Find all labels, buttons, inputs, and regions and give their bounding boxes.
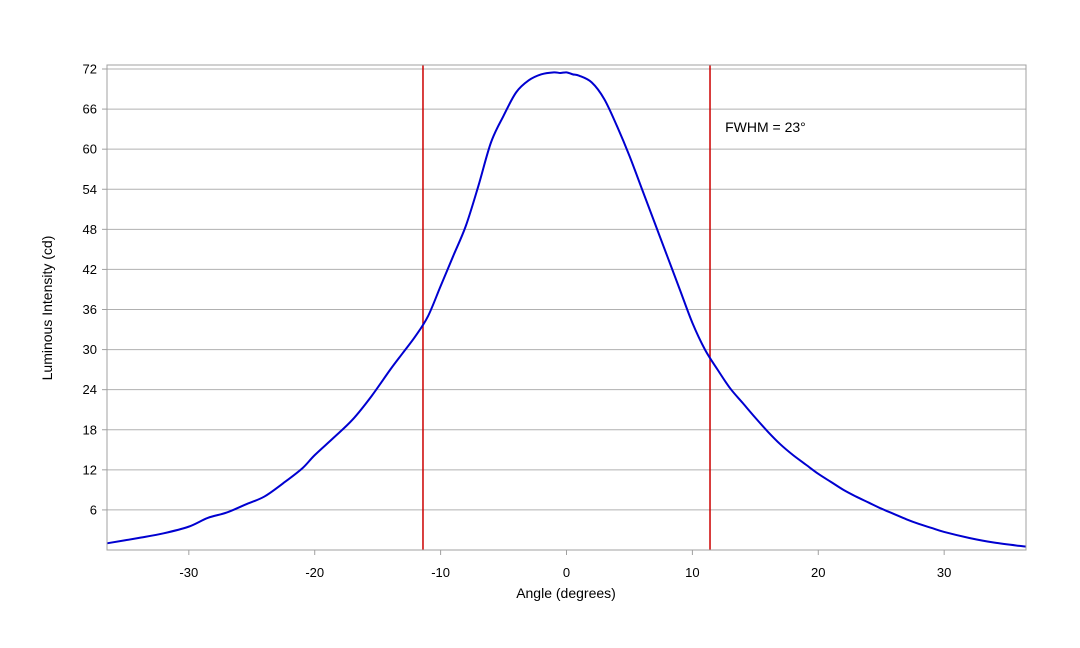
x-tick-label: 0 [563,565,570,580]
y-tick-label: 60 [83,142,97,157]
y-tick-label: 42 [83,262,97,277]
x-tick-label: 20 [811,565,825,580]
y-tick-label: 12 [83,462,97,477]
y-axis-label: Luminous Intensity (cd) [39,236,55,381]
y-tick-label: 30 [83,342,97,357]
y-tick-label: 6 [90,502,97,517]
y-tick-label: 18 [83,422,97,437]
y-tick-label: 36 [83,302,97,317]
fwhm-annotation: FWHM = 23° [725,119,806,135]
x-tick-label: -20 [305,565,324,580]
y-tick-label: 66 [83,102,97,117]
y-tick-label: 72 [83,62,97,77]
y-tick-label: 54 [83,182,97,197]
intensity-series-line [106,71,1027,548]
fwhm-lines [422,65,711,550]
x-axis-label: Angle (degrees) [516,585,616,601]
y-tick-label: 24 [83,382,97,397]
grid-layer [107,68,1026,511]
y-axis-ticks: 6 12 18 24 30 36 42 48 54 60 66 72 [83,62,107,517]
x-tick-label: 10 [685,565,699,580]
x-axis-ticks: -30 -20 -10 0 10 20 30 [179,550,951,580]
x-tick-label: -30 [179,565,198,580]
x-tick-label: -10 [431,565,450,580]
x-tick-label: 30 [937,565,951,580]
plot-frame [106,64,1027,551]
y-tick-label: 48 [83,222,97,237]
series-layer [106,71,1027,548]
